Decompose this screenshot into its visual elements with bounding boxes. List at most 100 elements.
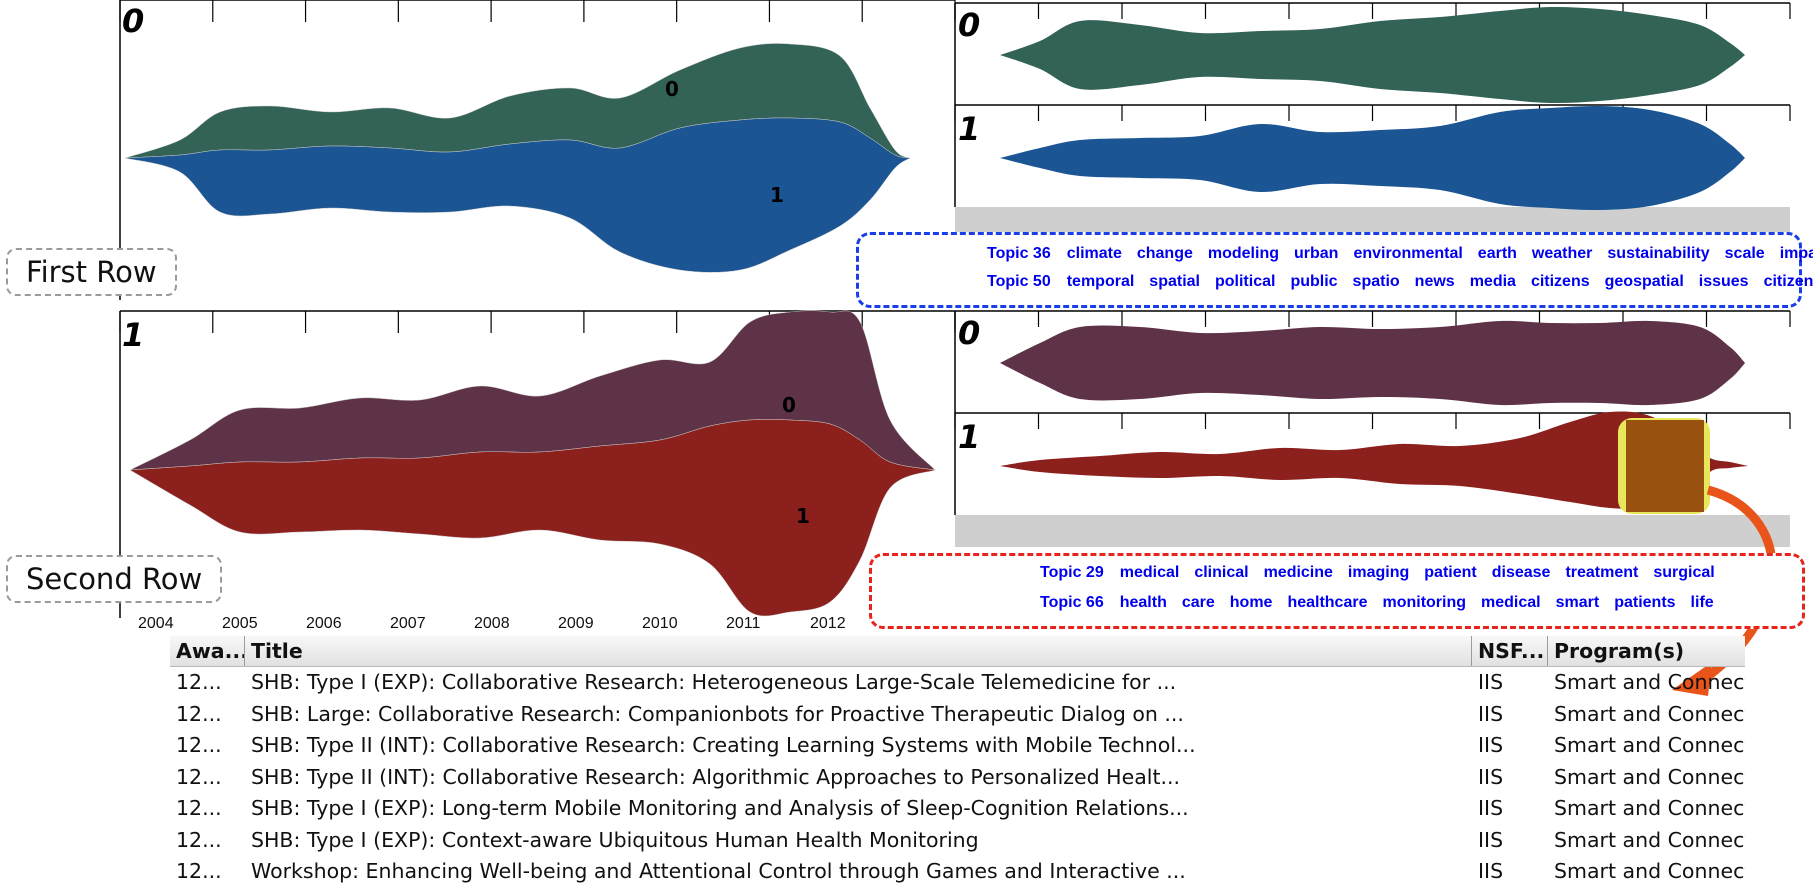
first-overview-ticks [119,0,956,22]
nsf-org-cell: IIS [1478,859,1504,883]
topic-word[interactable]: care [1181,594,1215,611]
topic-word[interactable]: spatial [1149,273,1200,290]
title-cell: Workshop: Enhancing Well-being and Atten… [251,859,1186,883]
topic-word-row: Topic 66 health care home healthcare monitori… [1040,594,1729,612]
topic-word[interactable]: clinical [1194,564,1249,581]
second-row-overview-panel[interactable]: 1 0 1 [119,310,956,618]
topic-word[interactable]: surgical [1653,564,1715,581]
column-header-title[interactable]: Title [245,636,1472,666]
topic-word[interactable]: monitoring [1382,594,1467,611]
topic-id[interactable]: Topic 36 [987,245,1051,262]
panel-label: 1 [122,316,144,354]
stream-layer-1[interactable] [1000,411,1748,510]
first-row-topic-1-panel[interactable]: 1 [954,105,1791,211]
topic-word[interactable]: scale [1724,245,1765,262]
topic-word[interactable]: earth [1477,245,1517,262]
first-top-ticks [954,3,1791,19]
title-cell: SHB: Type II (INT): Collaborative Resear… [251,764,1181,789]
year-label: 2010 [642,615,678,632]
topic-word[interactable]: medicine [1263,564,1333,581]
topic-word[interactable]: smart [1555,594,1600,611]
program-cell: Smart and Connected Health, .. [1554,701,1745,726]
stream-layer-0[interactable] [1000,6,1745,104]
stream-layer-1[interactable] [129,419,936,617]
second-row-topic-0-panel[interactable]: 0 [954,310,1791,515]
nsf-org-cell: IIS [1478,764,1504,789]
panel-label: 1 [958,418,980,456]
second-row-topic-box: Topic 29 medical clinical medicine imaging pa… [869,553,1805,629]
nsf-org-cell: IIS [1478,733,1504,757]
award-id-cell: 12... [176,859,222,883]
topic-word[interactable]: treatment [1565,564,1639,581]
table-row[interactable]: 12... Workshop: Enhancing Well-being and … [170,856,1745,888]
topic-word[interactable]: health [1119,594,1167,611]
topic-word[interactable]: patients [1614,594,1676,611]
topic-word[interactable]: healthcare [1287,594,1368,611]
second-row-topic-1-panel[interactable]: 1 [954,411,1791,514]
year-axis: 2004 2005 2006 2007 2008 2009 2010 2011 2012 [138,615,846,632]
stream-layer-0[interactable] [1000,320,1745,406]
stream-label-1: 1 [796,504,810,528]
topic-word[interactable]: sustainability [1607,245,1710,262]
award-id-cell: 12... [176,827,222,852]
topic-id[interactable]: Topic 50 [987,273,1051,290]
topic-id[interactable]: Topic 29 [1040,564,1104,581]
panel-label: 0 [958,314,980,352]
topic-word[interactable]: imaging [1347,564,1410,581]
award-id-cell: 12... [176,701,222,726]
topic-word[interactable]: spatio [1352,273,1400,290]
award-table[interactable]: Awa... Title NSF... Program(s) 12... SHB:… [170,636,1745,888]
topic-word[interactable]: media [1469,273,1516,290]
topic-word[interactable]: medical [1119,564,1180,581]
topic-word[interactable]: patient [1424,564,1477,581]
topic-word[interactable]: weather [1531,245,1593,262]
stream-label-0: 0 [665,77,679,101]
topic-word[interactable]: citizen [1763,273,1813,290]
topic-word[interactable]: medical [1481,594,1541,611]
year-label: 2012 [810,615,846,632]
title-cell: SHB: Large: Collaborative Research: Comp… [251,701,1184,726]
topic-word[interactable]: news [1414,273,1455,290]
nsf-org-cell: IIS [1478,796,1504,820]
award-id-cell: 12... [176,733,222,757]
topic-word-row: Topic 29 medical clinical medicine imaging pa… [1040,564,1730,582]
table-row[interactable]: 12... SHB: Large: Collaborative Research:… [170,699,1745,731]
topic-word[interactable]: modeling [1207,245,1279,262]
topic-word[interactable]: environmental [1353,245,1463,262]
year-label: 2005 [222,615,258,632]
topic-word[interactable]: geospatial [1604,273,1684,290]
table-row[interactable]: 12... SHB: Type I (EXP): Long-term Mobile… [170,793,1745,825]
column-header-programs[interactable]: Program(s) [1554,639,1685,663]
topic-word[interactable]: public [1290,273,1338,290]
topic-word[interactable]: citizens [1530,273,1590,290]
column-header-nsf[interactable]: NSF... [1472,636,1548,666]
column-header-award[interactable]: Awa... [170,636,245,666]
time-selection[interactable] [1626,420,1704,512]
table-header: Awa... Title NSF... Program(s) [170,636,1745,667]
topic-word[interactable]: political [1214,273,1276,290]
program-cell: Smart and Connected Health, .. [1554,733,1745,757]
table-row[interactable]: 12... SHB: Type II (INT): Collaborative R… [170,730,1745,762]
topic-word[interactable]: climate [1066,245,1122,262]
topic-word[interactable]: life [1690,594,1714,611]
topic-word[interactable]: change [1136,245,1193,262]
first-row-label: First Row [6,248,177,296]
topic-id[interactable]: Topic 66 [1040,594,1104,611]
year-label: 2007 [390,615,426,632]
topic-word[interactable]: urban [1293,245,1339,262]
table-row[interactable]: 12... SHB: Type II (INT): Collaborative R… [170,762,1745,794]
stream-layer-1[interactable] [124,117,911,273]
topic-word[interactable]: disease [1491,564,1551,581]
award-id-cell: 12... [176,796,222,820]
program-cell: Smart and Connected Health [1554,859,1745,883]
first-row-overview-panel[interactable]: 0 0 1 [119,0,956,300]
topic-word[interactable]: home [1229,594,1273,611]
table-row[interactable]: 12... SHB: Type I (EXP): Collaborative Re… [170,667,1745,699]
year-label: 2008 [474,615,510,632]
stream-label-1: 1 [770,183,784,207]
topic-word[interactable]: impacts [1779,245,1813,262]
topic-word[interactable]: issues [1698,273,1749,290]
table-row[interactable]: 12... SHB: Type I (EXP): Context-aware Ub… [170,825,1745,857]
topic-word[interactable]: temporal [1066,273,1135,290]
stream-layer-1[interactable] [1000,105,1745,211]
